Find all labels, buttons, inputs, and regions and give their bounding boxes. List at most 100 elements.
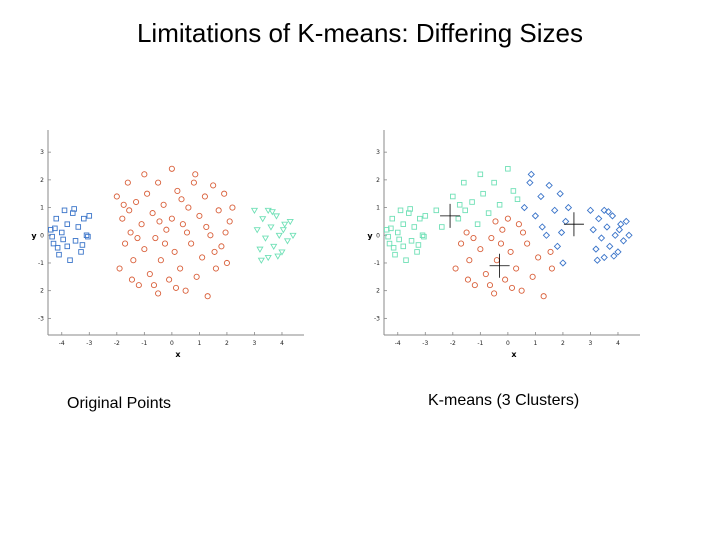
right-point-diamond bbox=[556, 190, 564, 198]
right-point-diamond bbox=[597, 234, 606, 242]
right-point-square bbox=[385, 233, 391, 240]
right-point-diamond bbox=[611, 231, 619, 239]
caption-kmeans: K-means (3 Clusters) bbox=[428, 392, 580, 409]
right-point-diamond bbox=[619, 237, 628, 245]
right-point-circle bbox=[515, 221, 522, 228]
left-point-circle bbox=[210, 182, 217, 189]
right-point-circle bbox=[491, 290, 498, 297]
right-point-diamond bbox=[592, 245, 600, 253]
left-x-tick-label: 1 bbox=[197, 340, 201, 347]
right-point-circle bbox=[507, 248, 514, 255]
left-point-circle bbox=[163, 226, 170, 233]
left-point-circle bbox=[192, 171, 199, 178]
left-point-triangle bbox=[272, 213, 281, 220]
right-point-square bbox=[510, 188, 517, 194]
right-point-square bbox=[414, 249, 420, 255]
right-point-circle bbox=[504, 215, 511, 222]
left-point-triangle bbox=[257, 257, 265, 264]
left-point-triangle bbox=[268, 209, 276, 216]
left-point-circle bbox=[160, 201, 167, 208]
left-point-square bbox=[56, 251, 62, 258]
left-y-tick-label: 2 bbox=[40, 288, 44, 295]
right-point-circle bbox=[535, 254, 542, 261]
right-point-square bbox=[491, 179, 497, 186]
right-x-tick-label: 1 bbox=[533, 340, 537, 347]
right-point-square bbox=[388, 225, 394, 232]
right-point-circle bbox=[458, 240, 465, 247]
right-point-diamond bbox=[542, 231, 551, 239]
right-point-square bbox=[407, 206, 413, 212]
left-point-circle bbox=[161, 240, 169, 247]
right-point-square bbox=[469, 199, 475, 205]
right-point-diamond bbox=[606, 242, 614, 250]
right-point-square bbox=[450, 193, 456, 200]
kmeans-svg: 3 2 1 0 -1 2 -3 -4 -3 -2 -1 0 1 2 3 4 x y bbox=[367, 130, 640, 359]
right-point-square bbox=[403, 257, 409, 263]
right-point-square bbox=[395, 229, 401, 236]
left-point-circle bbox=[168, 215, 175, 222]
left-point-circle bbox=[124, 179, 131, 186]
left-point-circle bbox=[119, 215, 126, 222]
left-point-circle bbox=[168, 165, 175, 172]
left-point-triangle bbox=[256, 246, 264, 253]
left-point-circle bbox=[149, 210, 156, 217]
right-point-diamond bbox=[527, 170, 535, 178]
right-point-square bbox=[477, 171, 484, 178]
left-y-axis-label: y bbox=[31, 231, 37, 240]
left-y-tick-label: -1 bbox=[38, 260, 44, 267]
right-point-square bbox=[439, 224, 445, 230]
left-point-triangle bbox=[289, 232, 297, 239]
left-point-square bbox=[50, 240, 57, 247]
left-point-square bbox=[83, 232, 90, 239]
right-point-circle bbox=[488, 234, 495, 242]
right-point-square bbox=[514, 196, 521, 203]
left-point-triangle bbox=[279, 227, 287, 234]
right-point-square bbox=[415, 242, 422, 248]
left-point-circle bbox=[204, 293, 211, 300]
left-point-square bbox=[48, 226, 54, 233]
left-x-tick-label: 3 bbox=[253, 340, 257, 347]
right-y-tick-label: -1 bbox=[374, 260, 380, 267]
right-point-square bbox=[421, 233, 427, 240]
left-point-circle bbox=[190, 179, 197, 186]
right-point-circle bbox=[470, 234, 477, 242]
right-point-diamond bbox=[610, 252, 618, 260]
left-point-circle bbox=[144, 190, 151, 197]
left-point-circle bbox=[201, 193, 208, 200]
left-point-triangle bbox=[250, 207, 259, 215]
left-x-tick-label: 4 bbox=[280, 340, 284, 347]
left-point-circle bbox=[221, 190, 228, 197]
right-point-diamond bbox=[531, 212, 540, 220]
right-point-diamond bbox=[537, 192, 545, 201]
right-point-circle bbox=[486, 282, 494, 289]
right-x-tick-label: -3 bbox=[422, 340, 428, 347]
left-point-triangle bbox=[253, 227, 261, 234]
right-point-square bbox=[400, 221, 407, 227]
left-point-circle bbox=[116, 265, 123, 272]
right-point-square bbox=[400, 243, 407, 250]
right-point-diamond bbox=[615, 226, 623, 234]
right-point-square bbox=[485, 210, 492, 216]
left-point-circle bbox=[138, 221, 145, 228]
right-point-circle bbox=[492, 218, 499, 225]
right-point-circle bbox=[466, 257, 473, 264]
left-point-circle bbox=[171, 248, 178, 255]
left-point-square bbox=[64, 243, 71, 250]
right-x-tick-label: 4 bbox=[616, 340, 620, 347]
right-y-axis-label: y bbox=[367, 231, 373, 240]
left-point-square bbox=[61, 207, 68, 214]
left-point-square bbox=[72, 238, 79, 244]
right-point-circle bbox=[540, 293, 547, 300]
right-point-square bbox=[474, 221, 481, 227]
right-point-diamond bbox=[614, 248, 622, 256]
right-point-circle bbox=[547, 248, 554, 255]
left-point-circle bbox=[183, 229, 191, 236]
right-point-diamond bbox=[604, 208, 612, 216]
right-point-circle bbox=[548, 265, 555, 272]
left-point-circle bbox=[193, 273, 200, 280]
left-point-square bbox=[81, 215, 87, 222]
right-point-diamond bbox=[608, 212, 617, 220]
right-x-tick-label: 3 bbox=[589, 340, 593, 347]
left-point-circle bbox=[130, 257, 137, 264]
left-point-circle bbox=[211, 248, 218, 255]
